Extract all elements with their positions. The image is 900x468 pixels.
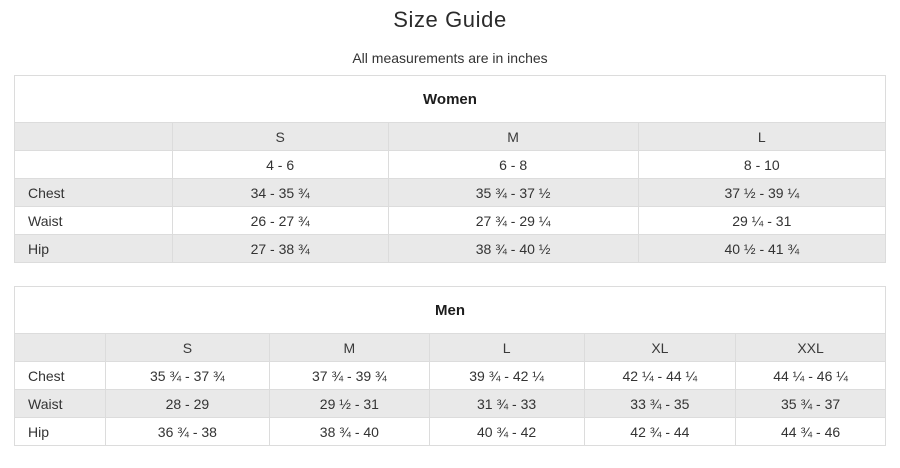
size-column-header: L (637, 122, 887, 151)
size-value-cell: 38 ¾ - 40 ½ (387, 234, 639, 263)
size-value-cell: 34 - 35 ¾ (171, 178, 389, 207)
table-title-row: Women (14, 75, 886, 123)
size-value-cell: 39 ¾ - 42 ¼ (428, 361, 585, 390)
page-title: Size Guide (393, 7, 507, 32)
size-value-cell: 28 - 29 (104, 389, 271, 418)
size-value-cell: 37 ¾ - 39 ¾ (269, 361, 430, 390)
row-label-cell (14, 150, 173, 179)
row-label-cell: Chest (14, 178, 173, 207)
size-value-cell: 4 - 6 (171, 150, 389, 179)
table-row: Chest 34 - 35 ¾ 35 ¾ - 37 ½ 37 ½ - 39 ¼ (14, 178, 887, 207)
table-title: Men (14, 286, 886, 334)
size-column-header: XL (583, 333, 737, 362)
size-value-cell: 37 ½ - 39 ¼ (637, 178, 887, 207)
size-value-cell: 6 - 8 (387, 150, 639, 179)
table-row: Chest 35 ¾ - 37 ¾ 37 ¾ - 39 ¾ 39 ¾ - 42 ¼ 42… (14, 361, 886, 390)
page-subtitle: All measurements are in inches (352, 50, 548, 66)
size-value-cell: 38 ¾ - 40 (269, 417, 430, 446)
size-value-cell: 29 ¼ - 31 (637, 206, 887, 235)
row-label-cell: Hip (14, 417, 106, 446)
table-title-row: Men (14, 286, 886, 334)
size-value-cell: 35 ¾ - 37 ¾ (104, 361, 271, 390)
table-row: Hip 27 - 38 ¾ 38 ¾ - 40 ½ 40 ½ - 41 ¾ (14, 234, 887, 263)
table-title: Women (14, 75, 886, 123)
size-column-header: XXL (735, 333, 886, 362)
size-column-header: L (428, 333, 585, 362)
row-label-cell: Hip (14, 234, 173, 263)
size-value-cell: 27 ¾ - 29 ¼ (387, 206, 639, 235)
size-value-cell: 40 ½ - 41 ¾ (637, 234, 887, 263)
size-value-cell: 36 ¾ - 38 (104, 417, 271, 446)
corner-cell (14, 333, 106, 362)
row-label-cell: Waist (14, 206, 173, 235)
size-value-cell: 40 ¾ - 42 (428, 417, 585, 446)
size-column-header: M (269, 333, 430, 362)
size-value-cell: 44 ¾ - 46 (735, 417, 886, 446)
size-column-header: M (387, 122, 639, 151)
size-column-header: S (104, 333, 271, 362)
row-label-cell: Waist (14, 389, 106, 418)
size-column-header: S (171, 122, 389, 151)
size-value-cell: 35 ¾ - 37 ½ (387, 178, 639, 207)
size-value-cell: 26 - 27 ¾ (171, 206, 389, 235)
row-label-cell: Chest (14, 361, 106, 390)
size-value-cell: 27 - 38 ¾ (171, 234, 389, 263)
corner-cell (14, 122, 173, 151)
size-value-cell: 44 ¼ - 46 ¼ (735, 361, 886, 390)
table-row: Waist 26 - 27 ¾ 27 ¾ - 29 ¼ 29 ¼ - 31 (14, 206, 887, 235)
size-value-cell: 42 ¼ - 44 ¼ (583, 361, 737, 390)
table-row: Waist 28 - 29 29 ½ - 31 31 ¾ - 33 33 ¾ - 35 3… (14, 389, 886, 418)
size-value-cell: 29 ½ - 31 (269, 389, 430, 418)
size-value-cell: 35 ¾ - 37 (735, 389, 886, 418)
size-value-cell: 31 ¾ - 33 (428, 389, 585, 418)
size-guide-page: Size Guide All measurements are in inche… (0, 7, 900, 446)
size-value-cell: 42 ¾ - 44 (583, 417, 737, 446)
table-row: Hip 36 ¾ - 38 38 ¾ - 40 40 ¾ - 42 42 ¾ - 44 4… (14, 417, 886, 446)
size-value-cell: 8 - 10 (637, 150, 887, 179)
size-columns-row: S M L XL XXL (14, 333, 886, 362)
size-value-cell: 33 ¾ - 35 (583, 389, 737, 418)
